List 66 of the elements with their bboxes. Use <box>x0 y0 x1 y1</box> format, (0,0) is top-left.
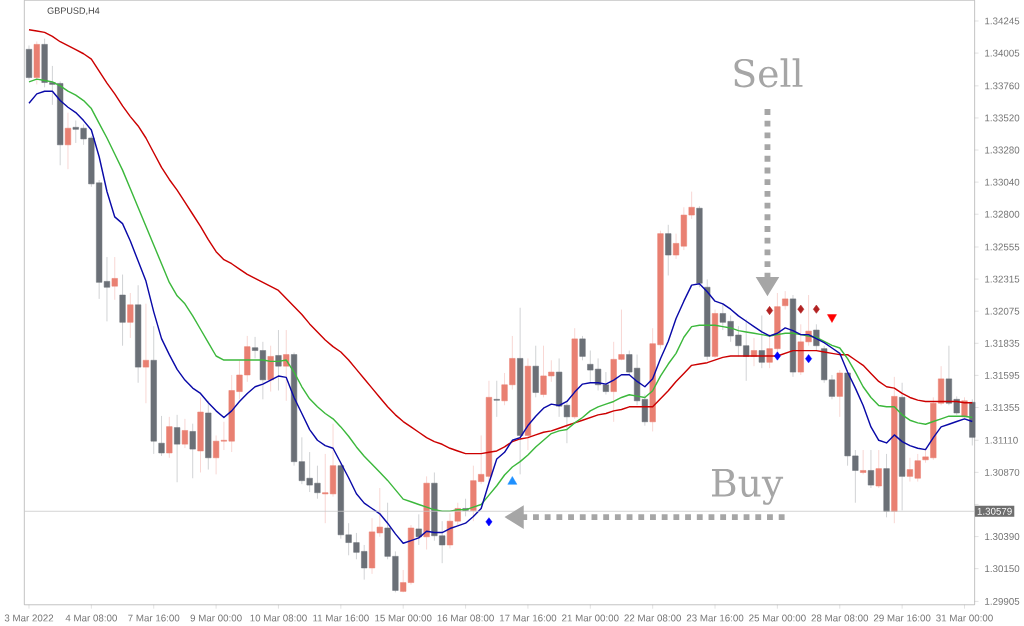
annotation: Buy <box>712 469 784 505</box>
candlestick <box>860 449 867 475</box>
candlestick <box>174 414 181 483</box>
x-tick-label: 16 Mar 08:00 <box>437 614 494 622</box>
text: GBPUSD,H4 <box>47 7 100 16</box>
y-tick-label: 1.30390 <box>985 533 1020 541</box>
y-tick-label: 1.32315 <box>985 275 1020 283</box>
annotation: Sell <box>734 58 803 88</box>
point <box>805 354 812 364</box>
x-tick-label: 23 Mar 16:00 <box>686 614 744 622</box>
x-tick-label: 28 Mar 08:00 <box>811 614 869 622</box>
y-tick-label: 1.30870 <box>985 469 1020 476</box>
x-tick-label: 3 Mar 2022 <box>4 614 54 622</box>
y-tick-label: 1.33280 <box>985 146 1020 154</box>
x-tick-label: 10 Mar 08:00 <box>250 614 307 622</box>
candlestick <box>415 514 422 546</box>
candlestick <box>181 418 188 449</box>
candlestick <box>111 256 118 301</box>
candlestick <box>158 415 165 457</box>
point <box>827 314 837 323</box>
x-tick-label: 25 Mar 00:00 <box>749 614 806 622</box>
point <box>797 304 805 314</box>
candlestick <box>836 369 843 418</box>
candlestick <box>142 303 149 404</box>
candlestick <box>782 290 789 311</box>
candlestick <box>127 292 134 339</box>
x-tick-label: 29 Mar 16:00 <box>873 614 931 622</box>
candlestick <box>64 112 72 170</box>
point <box>507 476 518 485</box>
candlestick <box>283 329 290 402</box>
y-tick-label: 1.32075 <box>985 307 1020 315</box>
candlestick <box>875 449 882 489</box>
y-tick-label: 1.32555 <box>985 243 1020 251</box>
y-tick-label: 1.31110 <box>985 436 1018 444</box>
y-tick-label: 1.31355 <box>985 404 1020 412</box>
x-tick-label: 15 Mar 00:00 <box>375 614 432 622</box>
y-tick-label: 1.34005 <box>985 49 1020 57</box>
candlestick <box>189 423 196 479</box>
y-tick-label: 1.33760 <box>985 82 1020 90</box>
point <box>485 517 493 527</box>
point <box>813 304 820 314</box>
point <box>766 306 773 316</box>
y-tick-label: 1.33520 <box>985 114 1020 122</box>
y-tick-label: 1.29905 <box>985 598 1020 605</box>
x-tick-label: 22 Mar 08:00 <box>624 614 681 622</box>
ref-line-label: 1.30579 <box>977 507 1012 515</box>
x-tick-label: 31 Mar 00:00 <box>936 614 993 622</box>
x-tick-label: 11 Mar 16:00 <box>313 614 369 622</box>
candlestick <box>493 380 500 418</box>
y-tick-label: 1.31595 <box>985 372 1020 379</box>
x-tick-label: 4 Mar 08:00 <box>65 614 117 622</box>
candlestick <box>665 224 672 276</box>
candlestick <box>867 449 875 489</box>
x-tick-label: 9 Mar 00:00 <box>190 614 242 622</box>
x-tick-label: 17 Mar 16:00 <box>499 614 557 622</box>
y-tick-label: 1.33040 <box>985 178 1020 186</box>
candlestick <box>267 345 274 393</box>
candlestick <box>579 335 586 361</box>
point <box>774 351 781 361</box>
y-tick-label: 1.31835 <box>985 339 1020 347</box>
candlestick <box>275 329 282 391</box>
x-tick-label: 21 Mar 00:00 <box>562 614 619 622</box>
y-tick-label: 1.32800 <box>985 210 1020 218</box>
y-tick-label: 1.30150 <box>985 565 1020 573</box>
y-tick-label: 1.34245 <box>985 17 1020 25</box>
x-tick-label: 7 Mar 16:00 <box>128 614 180 622</box>
